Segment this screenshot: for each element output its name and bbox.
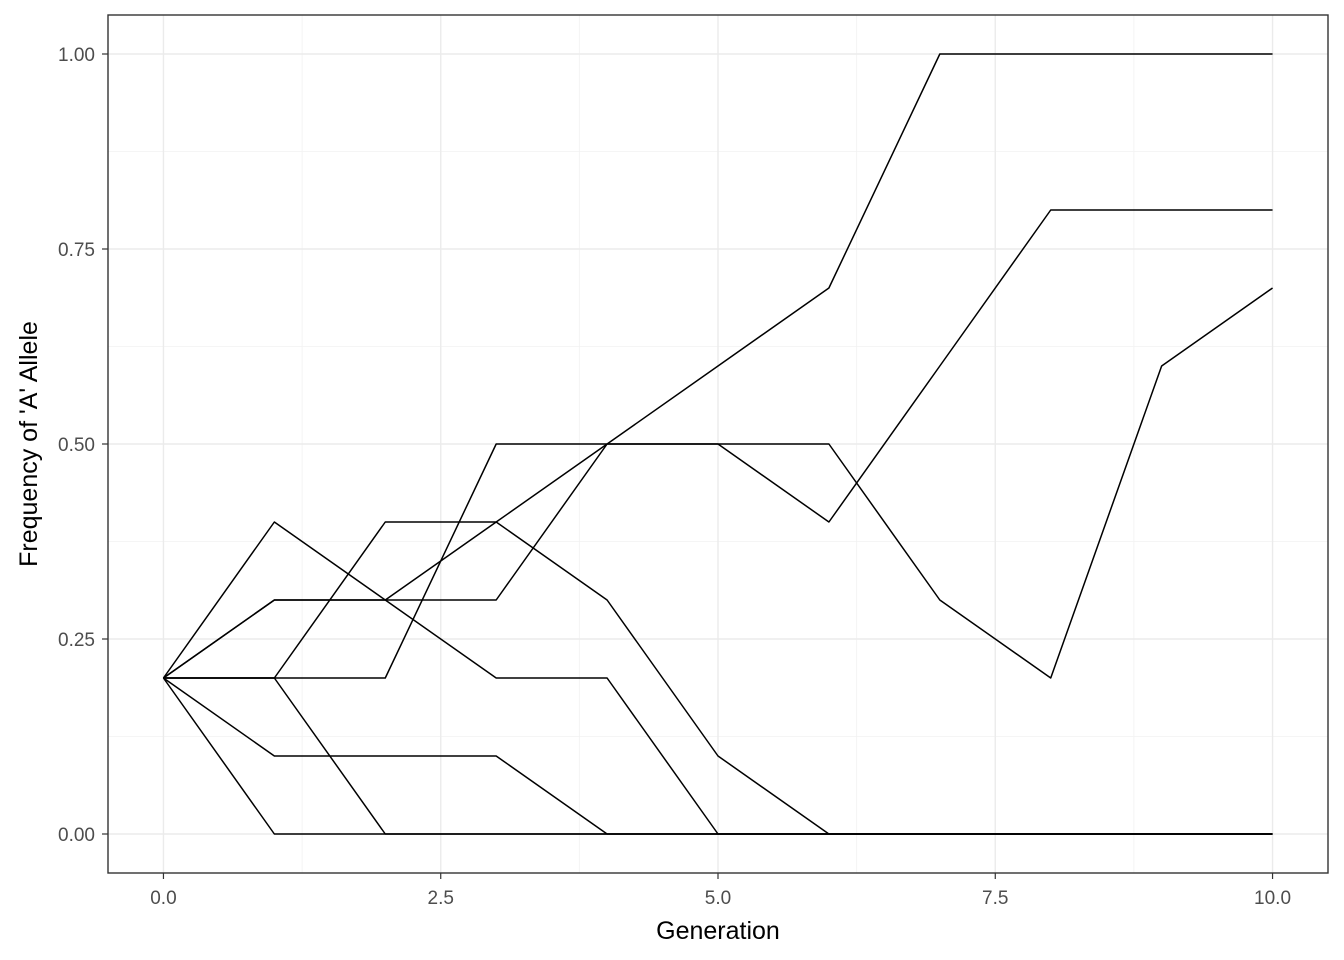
x-tick-label: 5.0 <box>705 888 731 909</box>
x-tick-label: 10.0 <box>1254 888 1291 909</box>
x-axis-title: Generation <box>656 917 780 945</box>
axis-ticks: 0.0 2.5 5.0 7.5 10.0 0.00 0.25 0.50 0.75 1.00 <box>58 45 1291 909</box>
x-tick-label: 2.5 <box>428 888 454 909</box>
x-tick-label: 0.0 <box>150 888 176 909</box>
y-tick-label: 0.50 <box>58 435 95 456</box>
series-line-7 <box>163 677 1273 835</box>
y-tick-label: 1.00 <box>58 45 95 66</box>
y-axis-title: Frequency of 'A' Allele <box>15 321 43 567</box>
y-tick-label: 0.00 <box>58 825 95 846</box>
x-tick-label: 7.5 <box>982 888 1008 909</box>
series-line-8 <box>163 287 1273 679</box>
series-lines <box>162 53 1273 835</box>
y-tick-label: 0.25 <box>58 630 95 651</box>
y-tick-label: 0.75 <box>58 240 95 261</box>
